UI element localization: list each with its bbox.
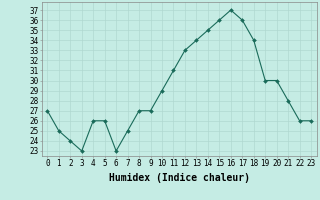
- X-axis label: Humidex (Indice chaleur): Humidex (Indice chaleur): [109, 173, 250, 183]
